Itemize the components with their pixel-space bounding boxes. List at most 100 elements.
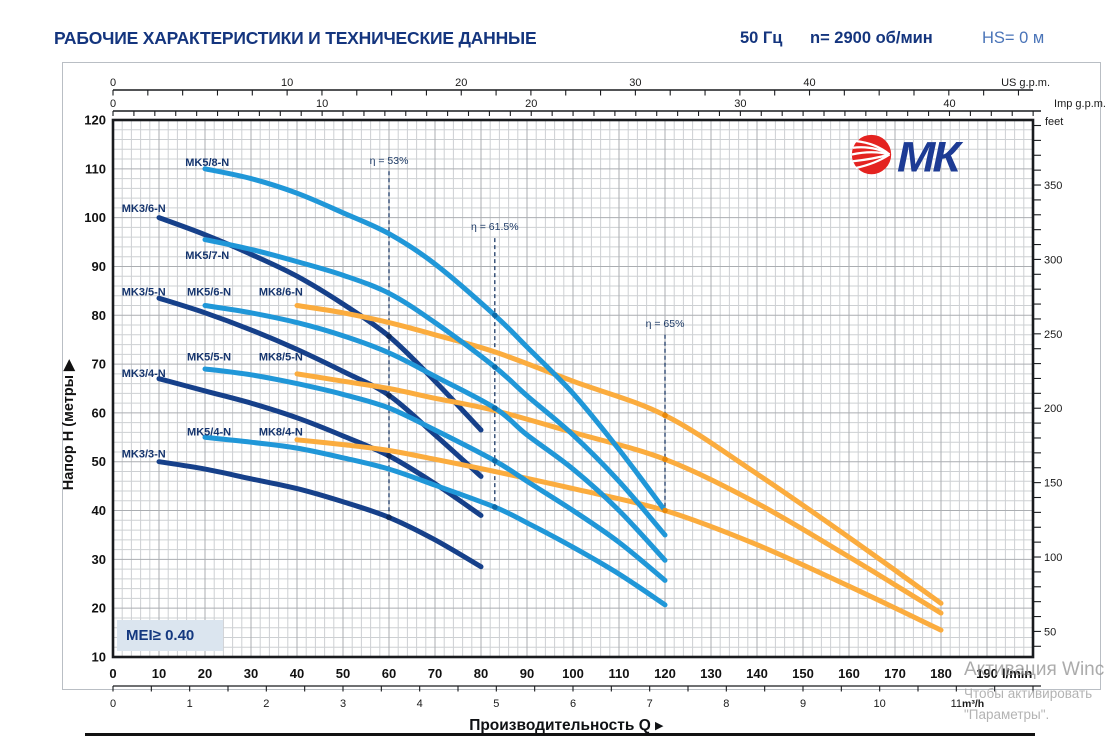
- lmin-tick-label: 140: [746, 666, 768, 681]
- lmin-tick-label: 190: [976, 666, 998, 681]
- curve-label: MK5/7-N: [185, 250, 229, 262]
- meters-tick-label: 80: [92, 308, 106, 323]
- m3h-tick-label: 6: [570, 698, 576, 710]
- lmin-unit-label: l/min: [1002, 666, 1032, 681]
- lmin-tick-label: 100: [562, 666, 584, 681]
- pump-curve-MK5/4-N: [202, 434, 668, 608]
- feet-tick-label: 100: [1044, 552, 1062, 564]
- lmin-tick-label: 20: [198, 666, 212, 681]
- curve-label: MK5/6-N: [187, 287, 231, 299]
- m3h-tick-label: 11: [951, 698, 962, 710]
- meters-tick-label: 90: [92, 259, 106, 274]
- lmin-tick-label: 30: [244, 666, 258, 681]
- lmin-tick-label: 160: [838, 666, 860, 681]
- lmin-tick-label: 150: [792, 666, 814, 681]
- page-title: РАБОЧИЕ ХАРАКТЕРИСТИКИ И ТЕХНИЧЕСКИЕ ДАН…: [54, 28, 537, 48]
- mei-badge: MEI≥ 0.40: [117, 620, 223, 651]
- imp-gpm-unit-label: Imp g.p.m.: [1054, 98, 1106, 110]
- x-axis-title-arrow-icon: ▶: [655, 720, 664, 732]
- meters-tick-label: 110: [85, 161, 106, 176]
- imp-gpm-tick-label: 30: [734, 98, 746, 110]
- pump-curve-MK3/6-N: [156, 215, 484, 433]
- imp-gpm-tick-label: 40: [943, 98, 955, 110]
- lmin-tick-label: 130: [700, 666, 722, 681]
- pump-curve-MK5/8-N: [202, 166, 668, 513]
- imp-gpm-tick-label: 0: [110, 98, 116, 110]
- lmin-tick-label: 170: [884, 666, 906, 681]
- us-gpm-tick-label: 0: [110, 77, 116, 89]
- feet-tick-label: 50: [1044, 626, 1056, 638]
- pump-curve-MK3/5-N: [156, 295, 484, 479]
- us-gpm-tick-label: 20: [455, 77, 467, 89]
- us-gpm-unit-label: US g.p.m.: [1001, 77, 1050, 89]
- pump-curve-MK3/3-N: [156, 459, 484, 570]
- m3h-tick-label: 2: [263, 698, 269, 710]
- m3h-tick-label: 10: [874, 698, 886, 710]
- imp-gpm-tick-label: 20: [525, 98, 537, 110]
- efficiency-label: η = 61.5%: [471, 221, 519, 233]
- lmin-tick-label: 50: [336, 666, 350, 681]
- meters-tick-label: 50: [92, 454, 106, 469]
- pump-curve-MK5/5-N: [202, 366, 668, 583]
- feet-unit-label: feet: [1045, 116, 1063, 128]
- us-gpm-tick-label: 10: [281, 77, 293, 89]
- meters-tick-label: 100: [84, 210, 106, 225]
- m3h-tick-label: 3: [340, 698, 346, 710]
- best-efficiency-dot: [386, 514, 392, 521]
- m3h-tick-label: 4: [417, 698, 423, 710]
- lmin-tick-label: 70: [428, 666, 442, 681]
- efficiency-label: η = 53%: [370, 155, 409, 167]
- curve-label: MK3/3-N: [122, 448, 166, 460]
- meters-tick-label: 70: [92, 357, 106, 372]
- curve-label: MK3/6-N: [122, 203, 166, 215]
- curve-label: MK3/5-N: [122, 287, 166, 299]
- best-efficiency-dot: [386, 453, 392, 459]
- best-efficiency-dot: [386, 392, 392, 399]
- lmin-tick-label: 90: [520, 666, 534, 681]
- brand-logo-text: МК: [897, 133, 961, 181]
- curve-label: MK5/4-N: [187, 426, 231, 438]
- curve-label: MK5/8-N: [185, 157, 229, 169]
- meters-tick-label: 60: [92, 405, 106, 420]
- meters-tick-label: 40: [92, 503, 106, 518]
- us-gpm-tick-label: 40: [803, 77, 815, 89]
- meters-tick-label: 120: [84, 113, 106, 128]
- lmin-tick-label: 80: [474, 666, 488, 681]
- pump-curve-MK5/7-N: [202, 237, 668, 538]
- best-efficiency-dot: [662, 507, 668, 514]
- best-efficiency-dot: [492, 405, 498, 411]
- meters-tick-label: 30: [92, 552, 106, 567]
- feet-tick-label: 300: [1044, 254, 1062, 266]
- m3h-tick-label: 0: [110, 698, 116, 710]
- m3h-tick-label: 9: [800, 698, 806, 710]
- feet-tick-label: 150: [1044, 478, 1062, 490]
- chart-outer-frame: [62, 62, 1101, 690]
- grid-major-lines: [113, 120, 1033, 657]
- lmin-tick-label: 60: [382, 666, 396, 681]
- lmin-tick-label: 40: [290, 666, 304, 681]
- pump-curve-MK8/4-N: [294, 437, 944, 633]
- best-efficiency-dot: [662, 456, 668, 463]
- efficiency-label: η = 65%: [646, 318, 685, 330]
- curve-label: MK8/5-N: [259, 352, 303, 364]
- meters-tick-label: 20: [92, 601, 106, 616]
- best-efficiency-dot: [492, 457, 498, 464]
- brand-logo: МК: [849, 132, 961, 182]
- m3h-tick-label: 7: [647, 698, 653, 710]
- bottom-rule: [85, 733, 1035, 736]
- fan-logo-icon: [849, 132, 894, 182]
- curve-label: MK8/4-N: [259, 426, 303, 438]
- pump-curve-MK8/6-N: [294, 303, 944, 606]
- best-efficiency-dot: [492, 504, 498, 510]
- best-efficiency-dot: [662, 412, 668, 419]
- curve-label: MK8/6-N: [259, 287, 303, 299]
- meters-tick-label: 10: [92, 650, 106, 665]
- m3h-unit-label: m³/h: [962, 698, 984, 710]
- y-axis-title: Напор H (метры ▶: [61, 358, 77, 490]
- lmin-tick-label: 110: [609, 666, 630, 681]
- speed-spec: n= 2900 об/мин: [810, 29, 933, 47]
- curve-label: MK3/4-N: [122, 368, 166, 380]
- best-efficiency-dot: [492, 312, 498, 319]
- lmin-tick-label: 0: [109, 666, 116, 681]
